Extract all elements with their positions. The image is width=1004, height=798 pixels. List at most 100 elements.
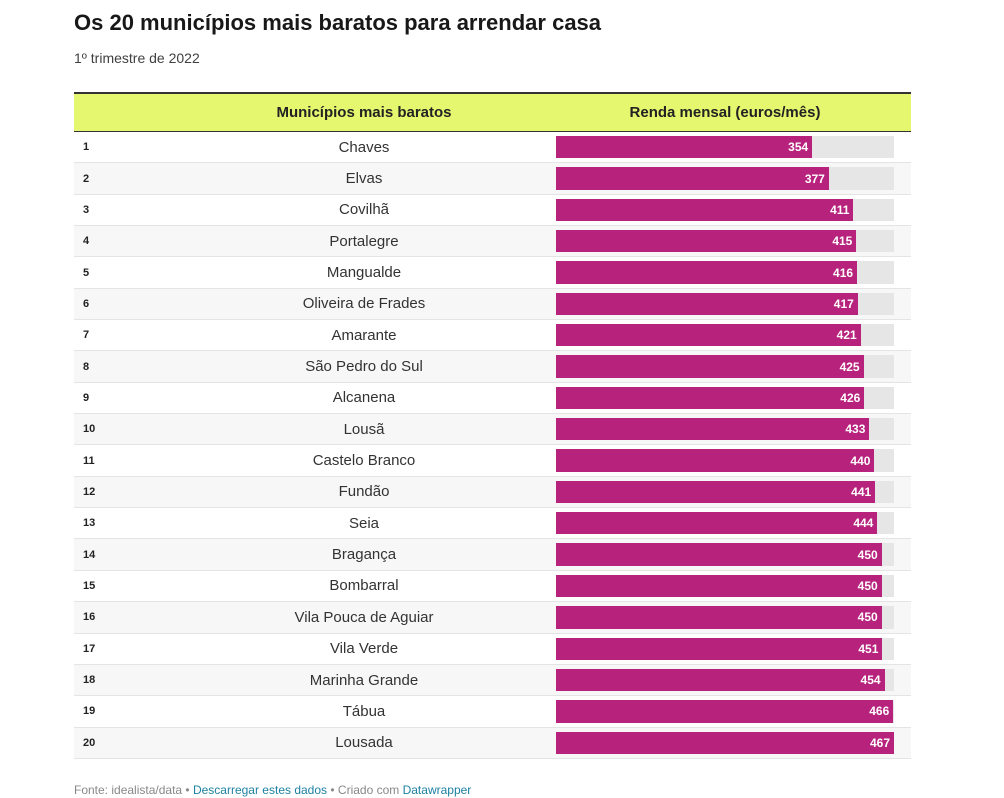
rent-bar: 440 — [556, 449, 875, 472]
row-rank: 13 — [83, 517, 96, 530]
rent-value-label: 426 — [840, 390, 861, 405]
rent-value-label: 441 — [851, 484, 872, 499]
rent-value-label: 466 — [869, 704, 890, 719]
row-municipio: Elvas — [345, 170, 383, 188]
bar-track: 441 — [556, 480, 894, 504]
rent-value-label: 433 — [845, 422, 866, 437]
row-municipio: Fundão — [338, 483, 390, 501]
rent-table: Municípios mais baratos Renda mensal (eu… — [74, 92, 911, 759]
created-with-text: Criado com — [337, 783, 403, 797]
row-municipio: Vila Verde — [329, 640, 399, 658]
bar-track: 450 — [556, 606, 894, 629]
download-data-link[interactable]: Descarregar estes dados — [192, 783, 328, 797]
row-rank: 9 — [83, 391, 90, 404]
table-row: 4 Portalegre 415 — [74, 226, 911, 258]
column-header-renda[interactable]: Renda mensal (euros/mês) — [629, 104, 821, 121]
rent-bar: 450 — [556, 606, 882, 629]
row-rank: 17 — [83, 642, 96, 655]
rent-bar: 466 — [556, 700, 894, 723]
footer-separator: • — [327, 783, 338, 797]
rent-bar: 441 — [556, 480, 876, 504]
rent-value-label: 450 — [857, 547, 878, 562]
bar-track: 450 — [556, 574, 894, 598]
bar-track: 411 — [556, 198, 894, 222]
rent-value-label: 421 — [836, 328, 857, 343]
table-row: 12 Fundão 441 — [74, 476, 911, 509]
row-rank: 15 — [83, 579, 96, 592]
row-rank: 12 — [83, 485, 96, 498]
table-row: 17 Vila Verde 451 — [74, 634, 911, 665]
rent-bar: 450 — [556, 574, 882, 598]
row-rank: 1 — [83, 141, 90, 154]
table-row: 16 Vila Pouca de Aguiar 450 — [74, 602, 911, 634]
row-rank: 6 — [83, 297, 90, 310]
row-municipio: Bombarral — [329, 577, 399, 595]
table-row: 11 Castelo Branco 440 — [74, 445, 911, 477]
row-rank: 20 — [83, 736, 96, 749]
row-rank: 4 — [83, 235, 90, 248]
rent-value-label: 416 — [833, 265, 854, 280]
row-municipio: Castelo Branco — [312, 452, 416, 470]
row-municipio: Marinha Grande — [309, 671, 419, 689]
rent-bar: 354 — [556, 136, 813, 159]
rent-bar: 411 — [556, 198, 854, 222]
bar-track: 421 — [556, 324, 894, 347]
rent-bar: 426 — [556, 386, 865, 410]
rent-bar: 454 — [556, 668, 885, 692]
datawrapper-link[interactable]: Datawrapper — [402, 783, 472, 797]
rent-bar: 433 — [556, 418, 870, 441]
rent-value-label: 440 — [850, 453, 871, 468]
bar-track: 416 — [556, 261, 894, 284]
rent-bar: 425 — [556, 355, 864, 378]
table-body: 1 Chaves 354 2 Elvas 377 3 Covilhã 411 4 Portalegr… — [74, 132, 911, 759]
rent-value-label: 467 — [869, 735, 890, 750]
table-row: 5 Mangualde 416 — [74, 257, 911, 289]
bar-track: 415 — [556, 230, 894, 253]
column-header-municipios[interactable]: Municípios mais baratos — [276, 104, 452, 121]
row-municipio: Bragança — [331, 546, 397, 564]
rent-value-label: 450 — [857, 578, 878, 593]
row-rank: 18 — [83, 674, 96, 687]
table-row: 19 Tábua 466 — [74, 696, 911, 728]
row-municipio: Seia — [348, 514, 380, 532]
bar-track: 425 — [556, 355, 894, 378]
chart-subtitle: 1º trimestre de 2022 — [74, 50, 200, 66]
table-row: 8 São Pedro do Sul 425 — [74, 351, 911, 383]
rent-bar: 444 — [556, 512, 878, 535]
table-row: 2 Elvas 377 — [74, 163, 911, 195]
table-row: 18 Marinha Grande 454 — [74, 664, 911, 697]
row-rank: 14 — [83, 548, 96, 561]
chart-title: Os 20 municípios mais baratos para arren… — [74, 10, 602, 35]
row-municipio: Mangualde — [326, 264, 402, 282]
rent-bar: 421 — [556, 324, 861, 347]
rent-bar: 450 — [556, 543, 882, 566]
table-row: 14 Bragança 450 — [74, 539, 911, 571]
table-row: 7 Amarante 421 — [74, 320, 911, 352]
row-municipio: Chaves — [338, 138, 390, 156]
row-municipio: São Pedro do Sul — [305, 358, 423, 376]
table-row: 10 Lousã 433 — [74, 414, 911, 446]
rent-bar: 451 — [556, 637, 883, 660]
table-row: 20 Lousada 467 — [74, 727, 911, 759]
row-municipio: Alcanena — [332, 389, 396, 407]
row-municipio: Tábua — [342, 702, 386, 720]
bar-track: 451 — [556, 637, 894, 660]
rent-value-label: 411 — [830, 202, 850, 217]
table-row: 15 Bombarral 450 — [74, 571, 911, 603]
rent-value-label: 354 — [788, 140, 809, 155]
bar-track: 454 — [556, 668, 894, 692]
row-rank: 8 — [83, 360, 90, 373]
table-row: 1 Chaves 354 — [74, 132, 911, 164]
footer-separator: • — [182, 783, 193, 797]
rent-bar: 467 — [556, 731, 894, 754]
rent-value-label: 425 — [839, 359, 860, 374]
chart-footer: Fonte: idealista/data • Descarregar este… — [74, 783, 471, 797]
row-municipio: Covilhã — [338, 201, 390, 219]
rent-value-label: 454 — [860, 673, 881, 688]
bar-track: 426 — [556, 386, 894, 410]
table-header: Municípios mais baratos Renda mensal (eu… — [74, 92, 911, 132]
bar-track: 440 — [556, 449, 894, 472]
row-municipio: Oliveira de Frades — [302, 295, 426, 313]
bar-track: 450 — [556, 543, 894, 566]
row-municipio: Lousada — [335, 734, 393, 752]
